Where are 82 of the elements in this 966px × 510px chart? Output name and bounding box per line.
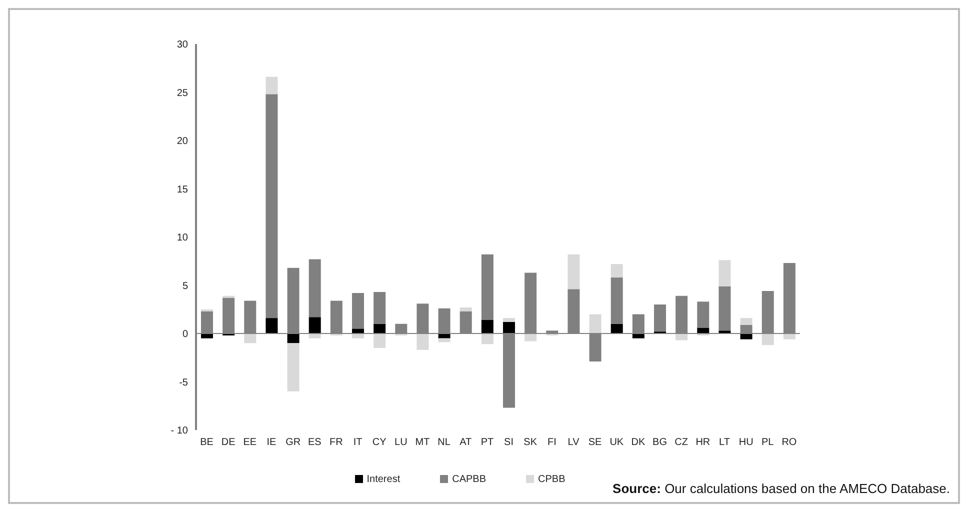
y-tick-label: 30 xyxy=(176,40,188,51)
bar xyxy=(481,254,494,320)
y-tick-label: -5 xyxy=(179,377,188,388)
x-tick-label: IE xyxy=(266,437,277,448)
bar xyxy=(503,322,515,334)
bar xyxy=(718,286,731,331)
x-tick-label: AT xyxy=(460,437,472,448)
bar xyxy=(287,343,300,392)
x-tick-label: PL xyxy=(762,437,774,448)
x-tick-label: NL xyxy=(438,437,451,448)
x-tick-label: BE xyxy=(200,437,214,448)
x-tick-label: LU xyxy=(394,437,408,448)
x-tick-label: RO xyxy=(782,437,797,448)
bar xyxy=(244,334,256,344)
legend-label: CAPBB xyxy=(452,474,486,485)
x-tick-label: SE xyxy=(588,437,602,448)
x-tick-label: PT xyxy=(480,437,494,448)
x-tick-label: DK xyxy=(631,437,646,448)
bar xyxy=(589,314,602,334)
bar xyxy=(352,328,364,334)
bar xyxy=(762,334,774,346)
x-tick-label: EE xyxy=(243,437,257,448)
legend-label: CPBB xyxy=(538,474,566,485)
x-tick-label: GR xyxy=(286,437,301,448)
x-tick-label: UK xyxy=(610,437,624,448)
bar xyxy=(524,334,537,342)
source-note: Source: Our calculations based on the AMECO Database. xyxy=(612,481,950,496)
y-tick-label: - 10 xyxy=(170,426,188,437)
bar xyxy=(740,334,752,340)
x-tick-label: CY xyxy=(372,437,387,448)
bar xyxy=(308,259,321,318)
y-tick-label: 10 xyxy=(176,232,188,244)
x-tick-label: DE xyxy=(221,437,236,448)
bar xyxy=(740,318,752,325)
bar xyxy=(697,302,710,328)
x-tick-label: BG xyxy=(652,437,668,448)
x-tick-label: SK xyxy=(524,437,538,448)
bar xyxy=(718,260,731,286)
x-tick-label: LT xyxy=(719,437,730,448)
bar xyxy=(697,328,710,334)
bar xyxy=(460,307,472,312)
bar xyxy=(374,324,386,334)
bar xyxy=(287,334,300,344)
bar xyxy=(568,254,580,290)
x-tick-label: FR xyxy=(330,437,343,448)
x-tick-label: LV xyxy=(568,437,580,448)
bar xyxy=(416,334,429,350)
bar xyxy=(374,292,386,324)
x-tick-label: ES xyxy=(308,437,322,448)
y-tick-label: 20 xyxy=(176,136,188,148)
bar xyxy=(632,334,644,338)
bar xyxy=(438,338,450,342)
bar xyxy=(266,94,278,318)
bar xyxy=(352,292,364,329)
bar xyxy=(352,334,364,338)
bar xyxy=(676,334,688,340)
bar xyxy=(374,334,386,348)
y-tick-label: 25 xyxy=(176,88,188,99)
bar xyxy=(266,318,278,334)
bar xyxy=(610,264,623,278)
bar xyxy=(438,334,450,338)
bar xyxy=(481,320,494,334)
x-tick-label: MT xyxy=(415,437,430,448)
x-tick-label: HU xyxy=(738,437,754,448)
x-tick-label: HR xyxy=(696,437,710,448)
y-tick-label: 5 xyxy=(182,280,188,292)
bar xyxy=(308,334,321,338)
x-tick-label: SI xyxy=(504,437,514,448)
bar xyxy=(308,317,321,334)
y-tick-label: 0 xyxy=(182,329,188,340)
bar xyxy=(481,334,494,344)
legend-label: Interest xyxy=(366,474,400,485)
bar xyxy=(610,324,623,334)
bar xyxy=(610,278,623,324)
x-tick-label: IT xyxy=(353,437,362,448)
x-tick-label: FI xyxy=(547,437,556,448)
x-tick-label: CZ xyxy=(674,437,688,448)
bar xyxy=(201,334,213,338)
bar xyxy=(783,334,796,340)
y-tick-label: 15 xyxy=(176,184,188,196)
bar xyxy=(503,318,515,322)
bar xyxy=(266,76,278,94)
